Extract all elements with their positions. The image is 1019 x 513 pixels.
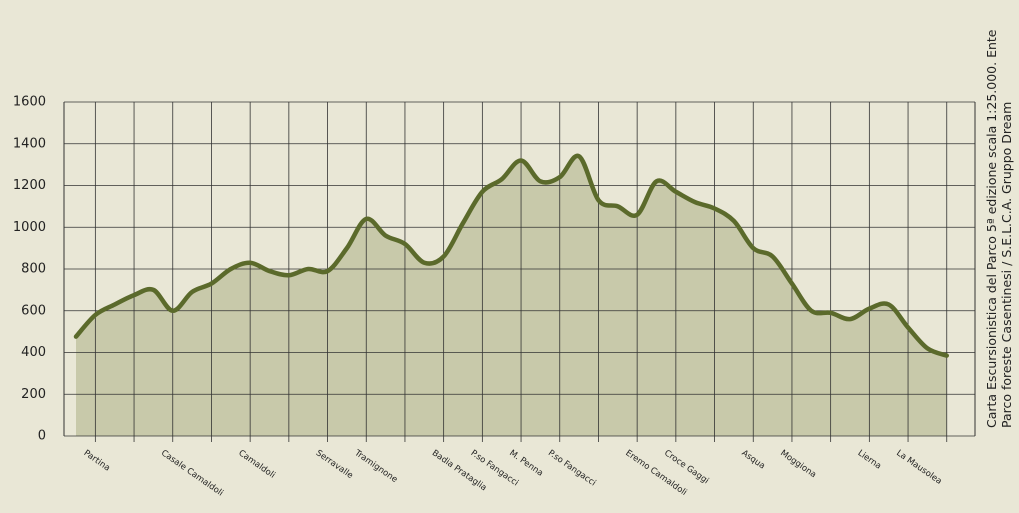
line: [73, 153, 949, 358]
x-tick-label: Serravalle: [314, 448, 355, 481]
y-tick-label: 1400: [13, 136, 46, 151]
y-tick-label: 800: [21, 262, 46, 277]
y-tick-label: 0: [38, 429, 46, 444]
area: [76, 155, 947, 437]
x-tick-label: Casale Camaldoli: [159, 448, 225, 498]
source-note: Parco foreste Casentinesi / S.E.L.C.A. G…: [999, 102, 1014, 428]
y-tick-label: 400: [21, 345, 46, 360]
y-tick-label: 1000: [13, 220, 46, 235]
y-tick-label: 1200: [13, 178, 46, 193]
x-tick-label: Moggiona: [778, 448, 818, 480]
x-tick-label: P.so Fangacci: [546, 448, 597, 488]
x-tick-label: Camaldoli: [236, 448, 276, 480]
x-tick-label: Partina: [82, 448, 112, 473]
y-tick-label: 600: [21, 303, 46, 318]
x-tick-label: La Mausolea: [894, 448, 943, 487]
x-tick-label: Asqua: [740, 448, 767, 471]
y-tick-label: 1600: [13, 95, 46, 110]
x-tick-label: Tramignone: [352, 448, 399, 485]
y-tick-label: 200: [21, 387, 46, 402]
x-tick-label: Lierna: [856, 448, 883, 471]
source-note: Carta Escursionistica del Parco 5ª edizi…: [984, 29, 999, 428]
